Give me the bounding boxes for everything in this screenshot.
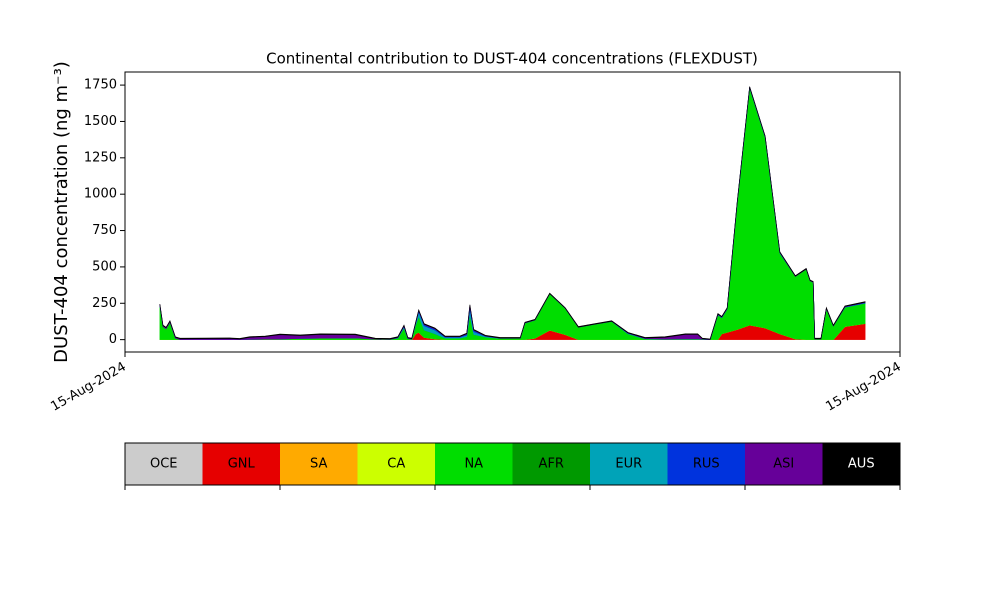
y-tick-label: 0: [109, 332, 117, 347]
legend-swatch: [745, 443, 823, 485]
y-axis-label: DUST-404 concentration (ng m⁻³): [51, 61, 72, 363]
legend-label: ASI: [773, 457, 794, 472]
y-tick-label: 1000: [84, 187, 117, 202]
legend-label: EUR: [615, 457, 642, 472]
y-tick-label: 750: [92, 223, 117, 238]
legend-label: OCE: [150, 457, 178, 472]
plot-frame: [124, 71, 901, 353]
y-tick-label: 1500: [84, 114, 117, 129]
legend-swatch: [822, 443, 901, 485]
legend-label: RUS: [693, 457, 720, 472]
x-tick-label: 15-Aug-2024: [823, 360, 903, 415]
legend-label: AFR: [539, 457, 564, 472]
legend-swatch: [125, 443, 203, 485]
legend-label: CA: [387, 457, 405, 472]
y-tick-label: 1250: [84, 150, 117, 165]
legend-swatch: [435, 443, 513, 485]
area: [159, 86, 866, 340]
y-tick-label: 500: [92, 259, 117, 274]
legend-swatch: [280, 443, 358, 485]
legend-frame: [124, 442, 901, 486]
legend-label: AUS: [848, 457, 875, 472]
chart-title: Continental contribution to DUST-404 con…: [266, 50, 758, 68]
legend: OCE GNL SA CA NA AFR EUR RUS ASI AUS: [124, 442, 901, 490]
x-tick-label: 15-Aug-2024: [48, 360, 128, 415]
y-tick-label: 250: [92, 296, 117, 311]
area: [159, 87, 866, 340]
legend-label: SA: [310, 457, 327, 472]
legend-swatch: [512, 443, 591, 485]
legend-label: GNL: [228, 457, 256, 472]
plot-area: [159, 86, 866, 340]
legend-swatch: [667, 443, 746, 485]
legend-swatch: [357, 443, 436, 485]
legend-swatch: [590, 443, 668, 485]
legend-swatch: [202, 443, 281, 485]
legend-label: NA: [464, 457, 483, 472]
y-tick-label: 1750: [84, 78, 117, 93]
